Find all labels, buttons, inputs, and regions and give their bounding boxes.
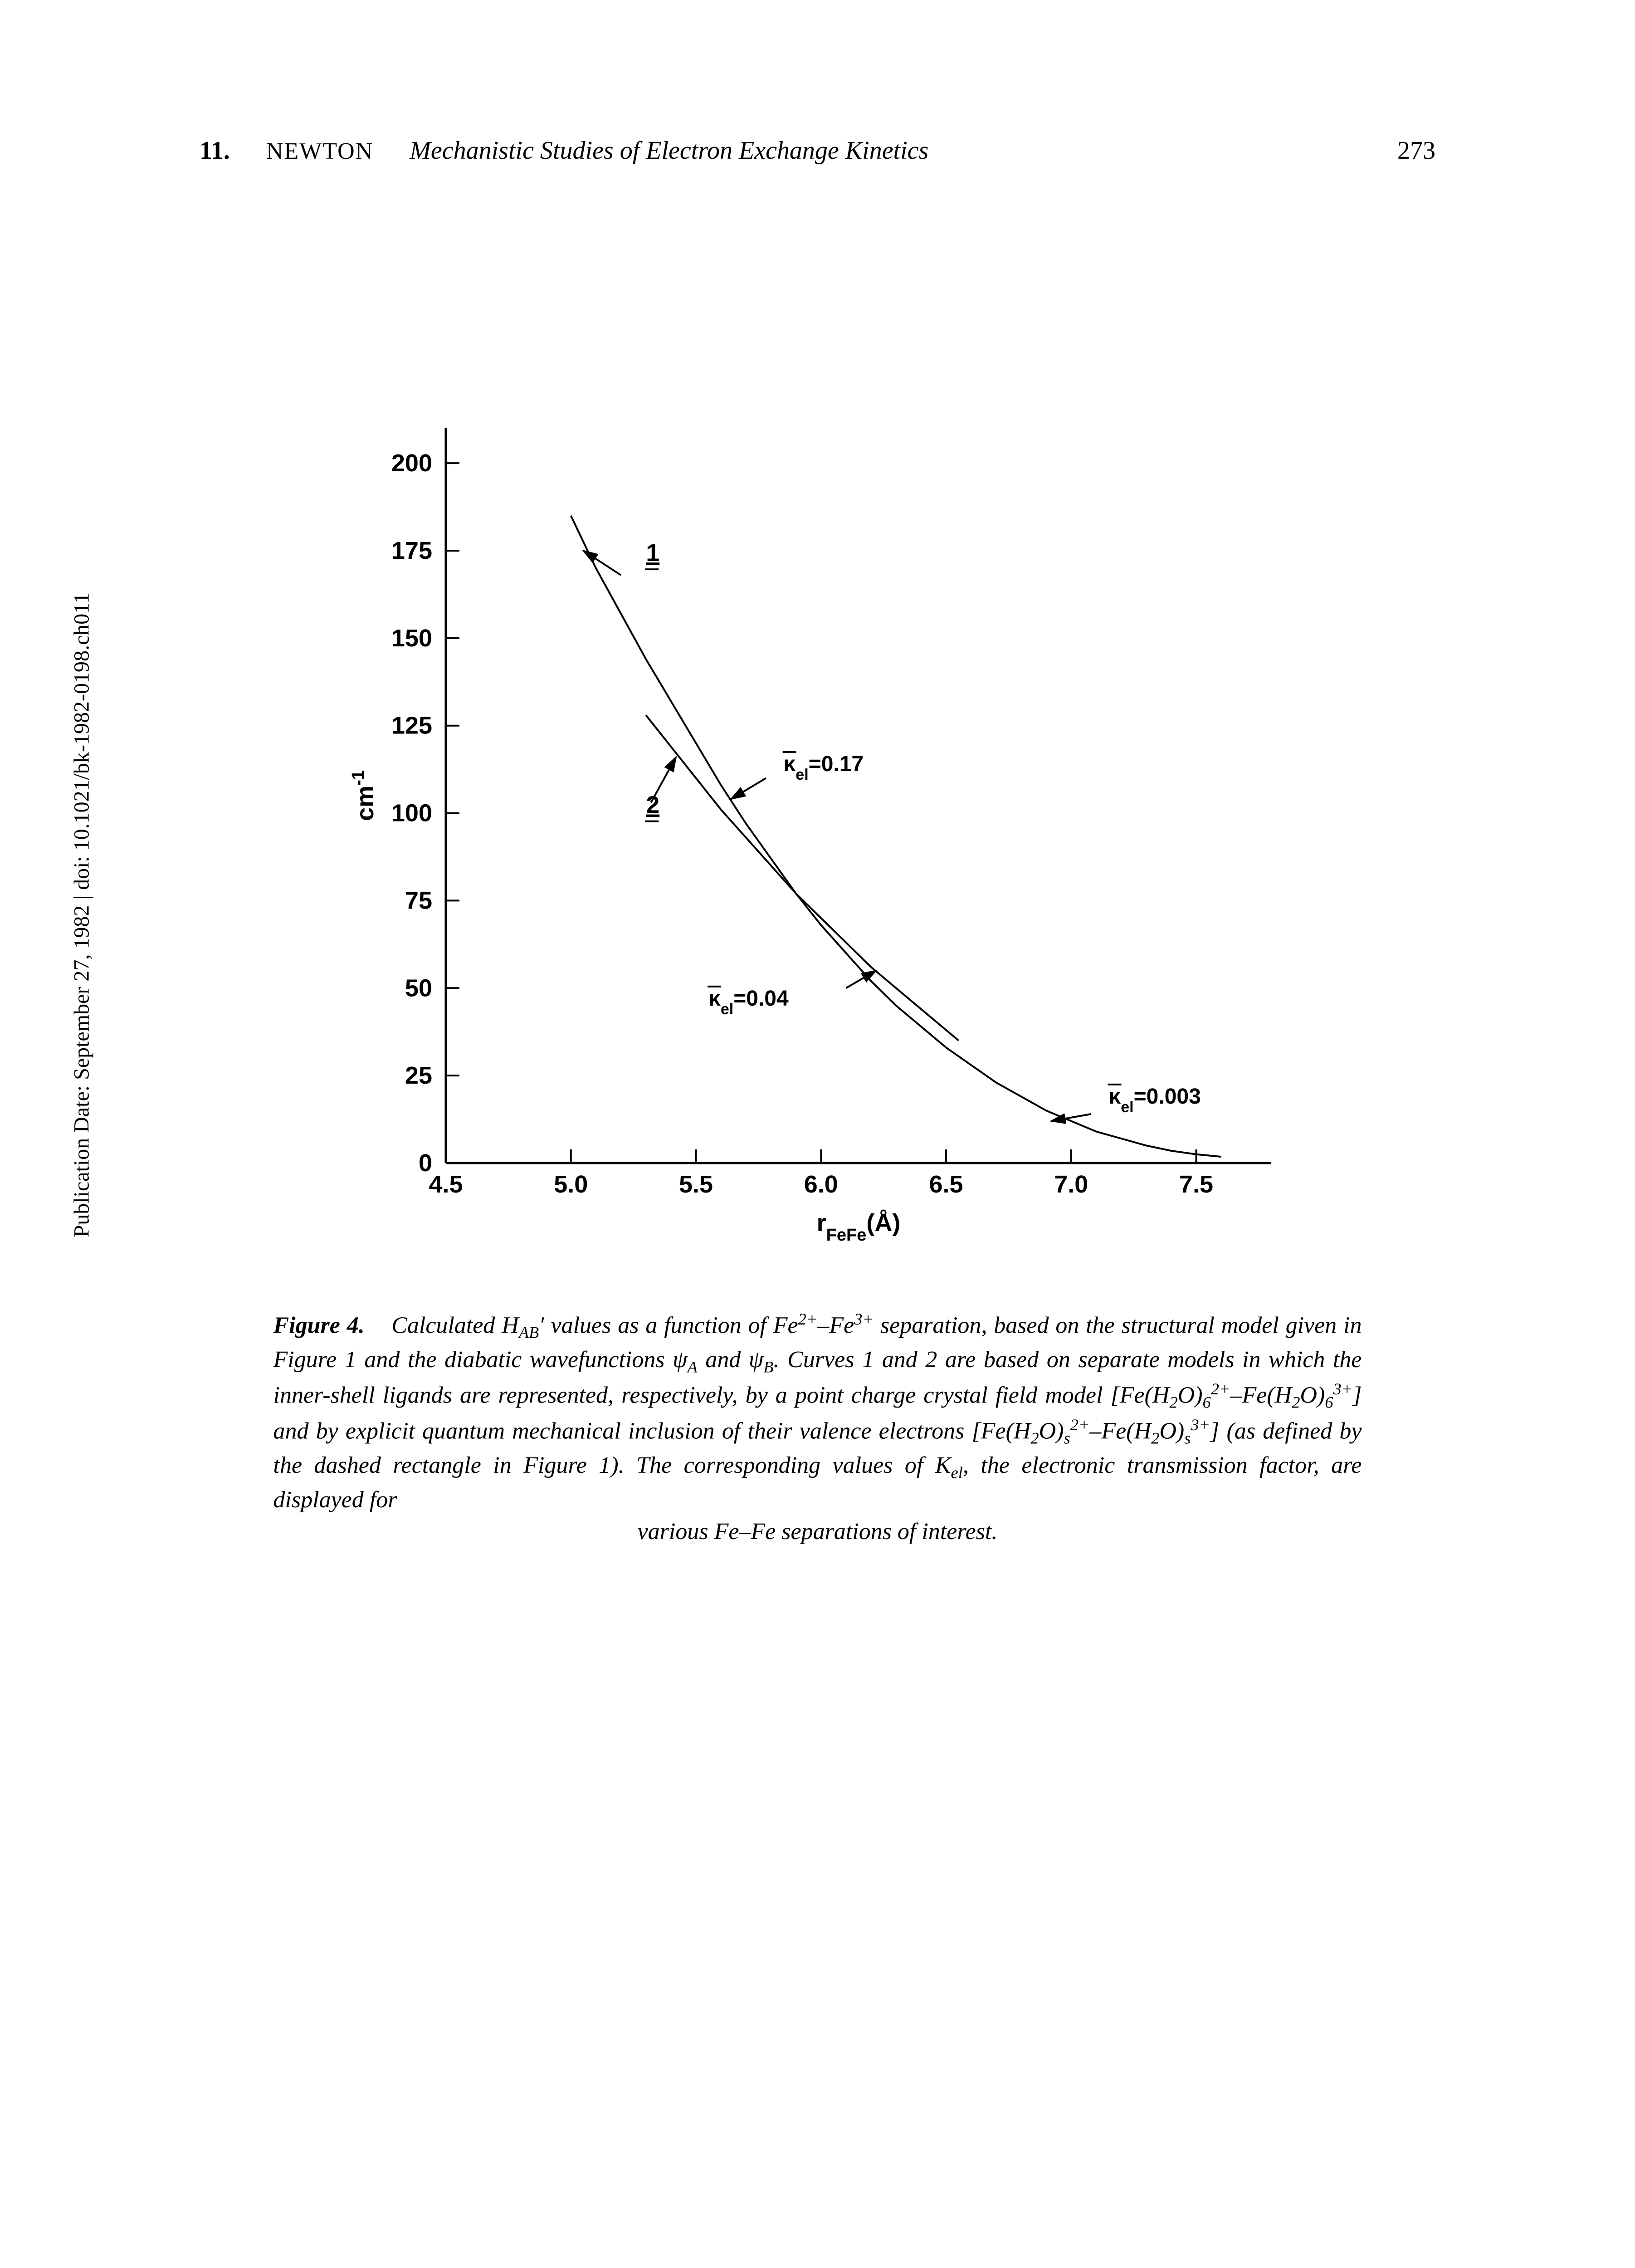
svg-text:cm-1: cm-1 — [349, 770, 379, 821]
page-header: 11. NEWTON Mechanistic Studies of Electr… — [181, 136, 1454, 165]
caption-text: O) — [1178, 1383, 1203, 1408]
caption-sub: s — [1064, 1429, 1070, 1447]
figure-label: Figure 4. — [273, 1312, 365, 1338]
svg-text:rFeFe(Å): rFeFe(Å) — [816, 1209, 900, 1245]
chapter-number: 11. — [200, 136, 230, 165]
caption-sub: B — [763, 1358, 773, 1376]
caption-sup: 3+ — [854, 1310, 874, 1328]
caption-text: –Fe — [817, 1312, 854, 1338]
caption-centered: various Fe–Fe separations of interest. — [273, 1516, 1362, 1548]
caption-sub: s — [1184, 1429, 1191, 1447]
caption-text: O) — [1300, 1383, 1325, 1408]
caption-sup: 2+ — [798, 1310, 818, 1328]
svg-text:κel=0.04: κel=0.04 — [708, 987, 789, 1018]
caption-sup: 3+ — [1191, 1416, 1210, 1434]
figure-4-chart: 02550751001251501752004.55.05.56.06.57.0… — [319, 392, 1317, 1254]
caption-sup: 3+ — [1333, 1380, 1352, 1398]
svg-text:125: 125 — [391, 712, 432, 739]
caption-sub: 2 — [1030, 1429, 1039, 1447]
caption-sub: AB — [519, 1324, 539, 1342]
svg-text:1: 1 — [646, 539, 659, 567]
caption-text: O) — [1039, 1418, 1064, 1444]
svg-text:7.0: 7.0 — [1054, 1171, 1088, 1198]
caption-text: and ψ — [698, 1347, 764, 1373]
caption-text: O) — [1159, 1418, 1184, 1444]
svg-text:75: 75 — [405, 887, 432, 914]
svg-text:150: 150 — [391, 625, 432, 652]
caption-text: –Fe(H — [1230, 1383, 1292, 1408]
figure-caption: Figure 4. Calculated HAB′ values as a fu… — [273, 1308, 1362, 1548]
svg-text:25: 25 — [405, 1062, 432, 1089]
caption-sub: 2 — [1151, 1429, 1159, 1447]
svg-text:2: 2 — [646, 792, 659, 819]
sidebar-citation: Publication Date: September 27, 1982 | d… — [69, 593, 94, 1237]
svg-text:5.0: 5.0 — [554, 1171, 588, 1198]
svg-text:κel=0.003: κel=0.003 — [1108, 1085, 1201, 1116]
author-name: NEWTON — [266, 138, 373, 165]
caption-sup: 2+ — [1070, 1416, 1090, 1434]
svg-text:κel=0.17: κel=0.17 — [783, 752, 864, 783]
svg-text:4.5: 4.5 — [429, 1171, 463, 1198]
svg-text:7.5: 7.5 — [1179, 1171, 1213, 1198]
caption-sub: 6 — [1325, 1393, 1333, 1412]
caption-sub: 2 — [1292, 1393, 1300, 1412]
svg-text:5.5: 5.5 — [678, 1171, 713, 1198]
svg-text:100: 100 — [391, 800, 432, 827]
svg-text:200: 200 — [391, 450, 432, 477]
svg-text:50: 50 — [405, 974, 432, 1002]
chapter-title: Mechanistic Studies of Electron Exchange… — [410, 136, 928, 165]
caption-sub: A — [688, 1358, 698, 1376]
caption-text: –Fe(H — [1089, 1418, 1151, 1444]
caption-sub: 6 — [1203, 1393, 1211, 1412]
caption-text: ′ values as a function of Fe — [539, 1312, 798, 1338]
caption-sub: el — [951, 1464, 963, 1482]
svg-text:6.5: 6.5 — [929, 1171, 963, 1198]
caption-text: Calculated H — [391, 1312, 519, 1338]
svg-text:175: 175 — [391, 537, 432, 564]
caption-sub: 2 — [1169, 1393, 1177, 1412]
page-number: 273 — [1397, 136, 1435, 165]
svg-text:6.0: 6.0 — [804, 1171, 838, 1198]
caption-sup: 2+ — [1211, 1380, 1230, 1398]
